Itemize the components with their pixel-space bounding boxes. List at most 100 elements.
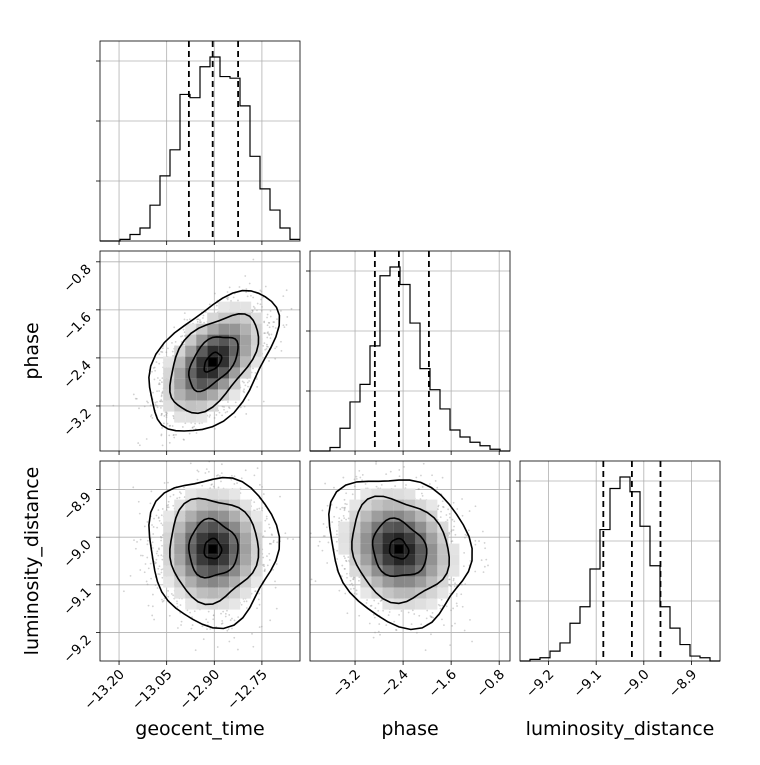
scatter-point <box>183 331 186 334</box>
density-cell <box>382 554 394 566</box>
scatter-point <box>269 310 272 312</box>
scatter-point <box>254 590 257 593</box>
scatter-point <box>325 526 328 529</box>
scatter-point <box>274 327 277 329</box>
density-cell <box>437 565 449 577</box>
scatter-point <box>228 406 230 409</box>
scatter-point <box>424 649 427 652</box>
scatter-point <box>272 325 275 328</box>
density-cell <box>393 521 405 533</box>
scatter-point <box>265 348 268 350</box>
scatter-point <box>448 531 451 534</box>
scatter-point <box>483 565 486 568</box>
density-cell <box>349 510 361 522</box>
scatter-point <box>321 509 324 512</box>
scatter-point <box>151 605 154 608</box>
scatter-point <box>145 580 148 583</box>
scatter-point <box>346 612 349 615</box>
scatter-point <box>453 520 456 523</box>
scatter-point <box>226 629 229 632</box>
scatter-point <box>159 400 161 403</box>
density-cell <box>218 367 230 379</box>
scatter-point <box>253 501 256 503</box>
scatter-point <box>263 570 266 572</box>
density-cell <box>196 389 208 401</box>
density-cell <box>174 554 186 566</box>
density-cell <box>218 565 230 577</box>
scatter-point <box>370 604 373 607</box>
density-cell <box>218 356 230 368</box>
scatter-point <box>261 305 263 308</box>
scatter-point <box>156 390 158 393</box>
scatter-point <box>162 599 165 602</box>
scatter-point <box>160 539 162 542</box>
scatter-point <box>474 539 477 542</box>
scatter-point <box>146 400 148 403</box>
scatter-point <box>248 380 251 382</box>
density-cell <box>229 301 241 313</box>
density-cell <box>218 554 230 566</box>
scatter-point <box>416 631 418 634</box>
density-cell <box>218 378 230 390</box>
scatter-point <box>268 523 270 526</box>
scatter-point <box>335 506 338 509</box>
density-cell <box>448 565 460 577</box>
density-cell <box>240 356 252 368</box>
density-cell <box>371 576 383 588</box>
scatter-point <box>209 628 212 630</box>
scatter-point <box>365 454 367 456</box>
scatter-point <box>432 616 435 619</box>
scatter-point <box>151 417 154 419</box>
scatter-point <box>139 569 142 571</box>
density-cell <box>240 532 252 544</box>
scatter-point <box>387 614 390 617</box>
scatter-point <box>345 492 348 495</box>
scatter-point <box>155 361 158 363</box>
scatter-point <box>431 616 433 619</box>
scatter-point <box>244 469 247 472</box>
scatter-point <box>280 349 283 352</box>
scatter-point <box>251 310 254 313</box>
scatter-point <box>172 594 175 597</box>
density-cell <box>196 510 208 522</box>
scatter-point <box>202 314 205 317</box>
scatter-point <box>343 508 346 510</box>
scatter-point <box>266 564 269 567</box>
scatter-point <box>378 623 381 625</box>
scatter-point <box>145 438 148 440</box>
scatter-point <box>150 577 153 580</box>
scatter-point <box>266 324 269 327</box>
density-cell <box>229 521 241 533</box>
density-cell <box>360 510 372 522</box>
density-cell <box>382 521 394 533</box>
scatter-point <box>301 261 303 263</box>
scatter-point <box>169 424 172 427</box>
scatter-point <box>252 645 255 648</box>
scatter-point <box>421 494 424 497</box>
scatter-point <box>347 556 350 558</box>
scatter-point <box>446 519 449 522</box>
scatter-point <box>461 514 464 517</box>
scatter-point <box>129 574 132 577</box>
scatter-point <box>143 571 146 574</box>
density-cell <box>218 323 230 335</box>
scatter-point <box>452 529 455 531</box>
scatter-point <box>336 549 339 552</box>
scatter-point <box>344 506 346 509</box>
scatter-point <box>336 533 338 536</box>
scatter-point <box>445 514 448 516</box>
scatter-point <box>430 616 433 619</box>
scatter-point <box>155 404 158 407</box>
density-cell <box>393 488 405 500</box>
scatter-point <box>172 434 175 437</box>
scatter-point <box>176 606 179 608</box>
scatter-point <box>190 627 193 630</box>
density-cell <box>218 532 230 544</box>
density-cell <box>185 565 197 577</box>
scatter-point <box>455 595 458 597</box>
scatter-point <box>270 542 272 545</box>
density-cell <box>218 510 230 522</box>
scatter-point <box>456 508 459 510</box>
scatter-point <box>202 638 205 641</box>
density-cell <box>382 543 394 555</box>
